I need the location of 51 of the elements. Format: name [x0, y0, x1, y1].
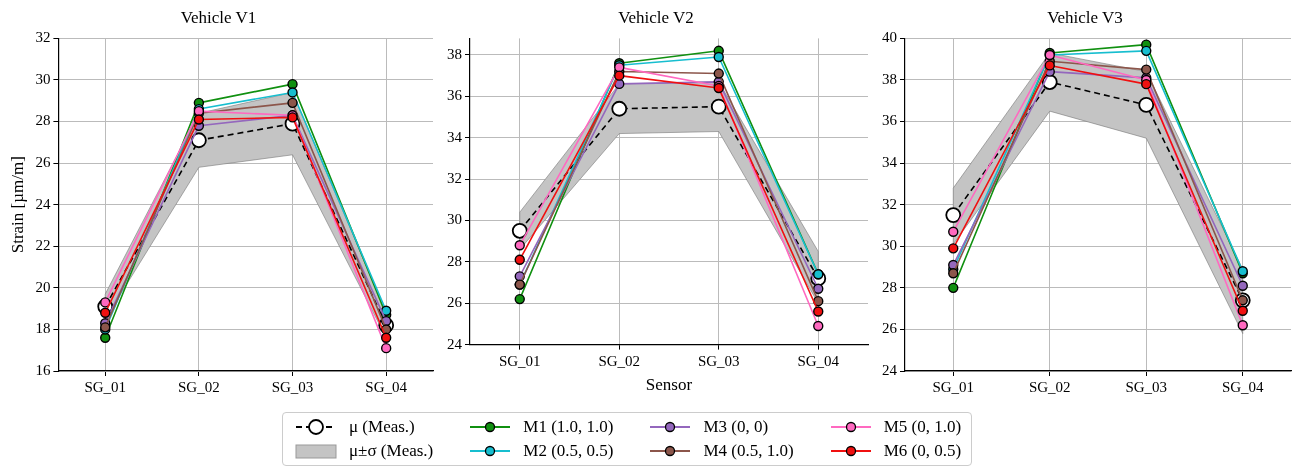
- x-tick-label: SG_04: [365, 378, 408, 395]
- y-tick-label: 26: [882, 320, 898, 337]
- legend-label: μ±σ (Meas.): [349, 441, 434, 461]
- y-tick-label: 26: [447, 294, 463, 311]
- y-tick-label: 24: [882, 361, 898, 378]
- y-tick-label: 16: [35, 361, 51, 378]
- y-tick-label: 32: [447, 170, 462, 187]
- y-tick-label: 18: [35, 320, 51, 337]
- y-tick-label: 24: [447, 335, 463, 352]
- x-tick-label: SG_01: [932, 378, 975, 395]
- x-tick-label: SG_03: [271, 378, 314, 395]
- y-tick-label: 34: [882, 154, 898, 171]
- chart-title: Vehicle V2: [618, 7, 694, 27]
- x-axis-title: Sensor: [645, 375, 693, 395]
- legend-label: M6 (0, 0.5): [883, 441, 962, 461]
- y-tick-label: 20: [35, 278, 51, 295]
- y-tick-label: 30: [35, 70, 51, 87]
- y-tick-label: 40: [882, 29, 897, 46]
- x-tick-label: SG_01: [498, 352, 541, 369]
- y-tick-label: 26: [35, 154, 51, 171]
- y-tick-label: 32: [882, 195, 897, 212]
- y-tick-label: 28: [882, 278, 897, 295]
- y-tick-label: 30: [882, 237, 897, 254]
- legend-label: M5 (0, 1.0): [883, 417, 962, 437]
- y-tick-label: 28: [35, 112, 51, 129]
- y-tick-label: 32: [35, 29, 51, 46]
- y-tick-label: 36: [447, 87, 463, 104]
- x-tick-label: SG_02: [1028, 378, 1071, 395]
- y-tick-label: 28: [447, 252, 462, 269]
- chart-title: Vehicle V3: [1047, 7, 1123, 27]
- legend-label: M2 (0.5, 0.5): [523, 441, 614, 461]
- x-tick-label: SG_03: [697, 352, 740, 369]
- y-axis-title: Strain [µm/m]: [7, 156, 27, 254]
- chart-title: Vehicle V1: [180, 7, 257, 27]
- x-tick-label: SG_04: [797, 352, 840, 369]
- x-tick-label: SG_04: [1221, 378, 1265, 395]
- y-tick-label: 36: [882, 112, 898, 129]
- legend-label: M4 (0.5, 1.0): [703, 441, 794, 461]
- x-tick-label: SG_02: [598, 352, 641, 369]
- y-tick-label: 38: [447, 45, 462, 62]
- y-tick-label: 30: [447, 211, 462, 228]
- legend-label: μ (Meas.): [349, 417, 415, 437]
- legend-label: M1 (1.0, 1.0): [523, 417, 614, 437]
- y-tick-label: 24: [35, 195, 51, 212]
- y-tick-label: 38: [882, 70, 897, 87]
- legend-label: M3 (0, 0): [703, 417, 769, 437]
- y-tick-label: 22: [35, 237, 51, 254]
- x-tick-label: SG_03: [1125, 378, 1168, 395]
- x-tick-label: SG_02: [178, 378, 220, 395]
- x-tick-label: SG_01: [84, 378, 127, 395]
- y-tick-label: 34: [447, 128, 463, 145]
